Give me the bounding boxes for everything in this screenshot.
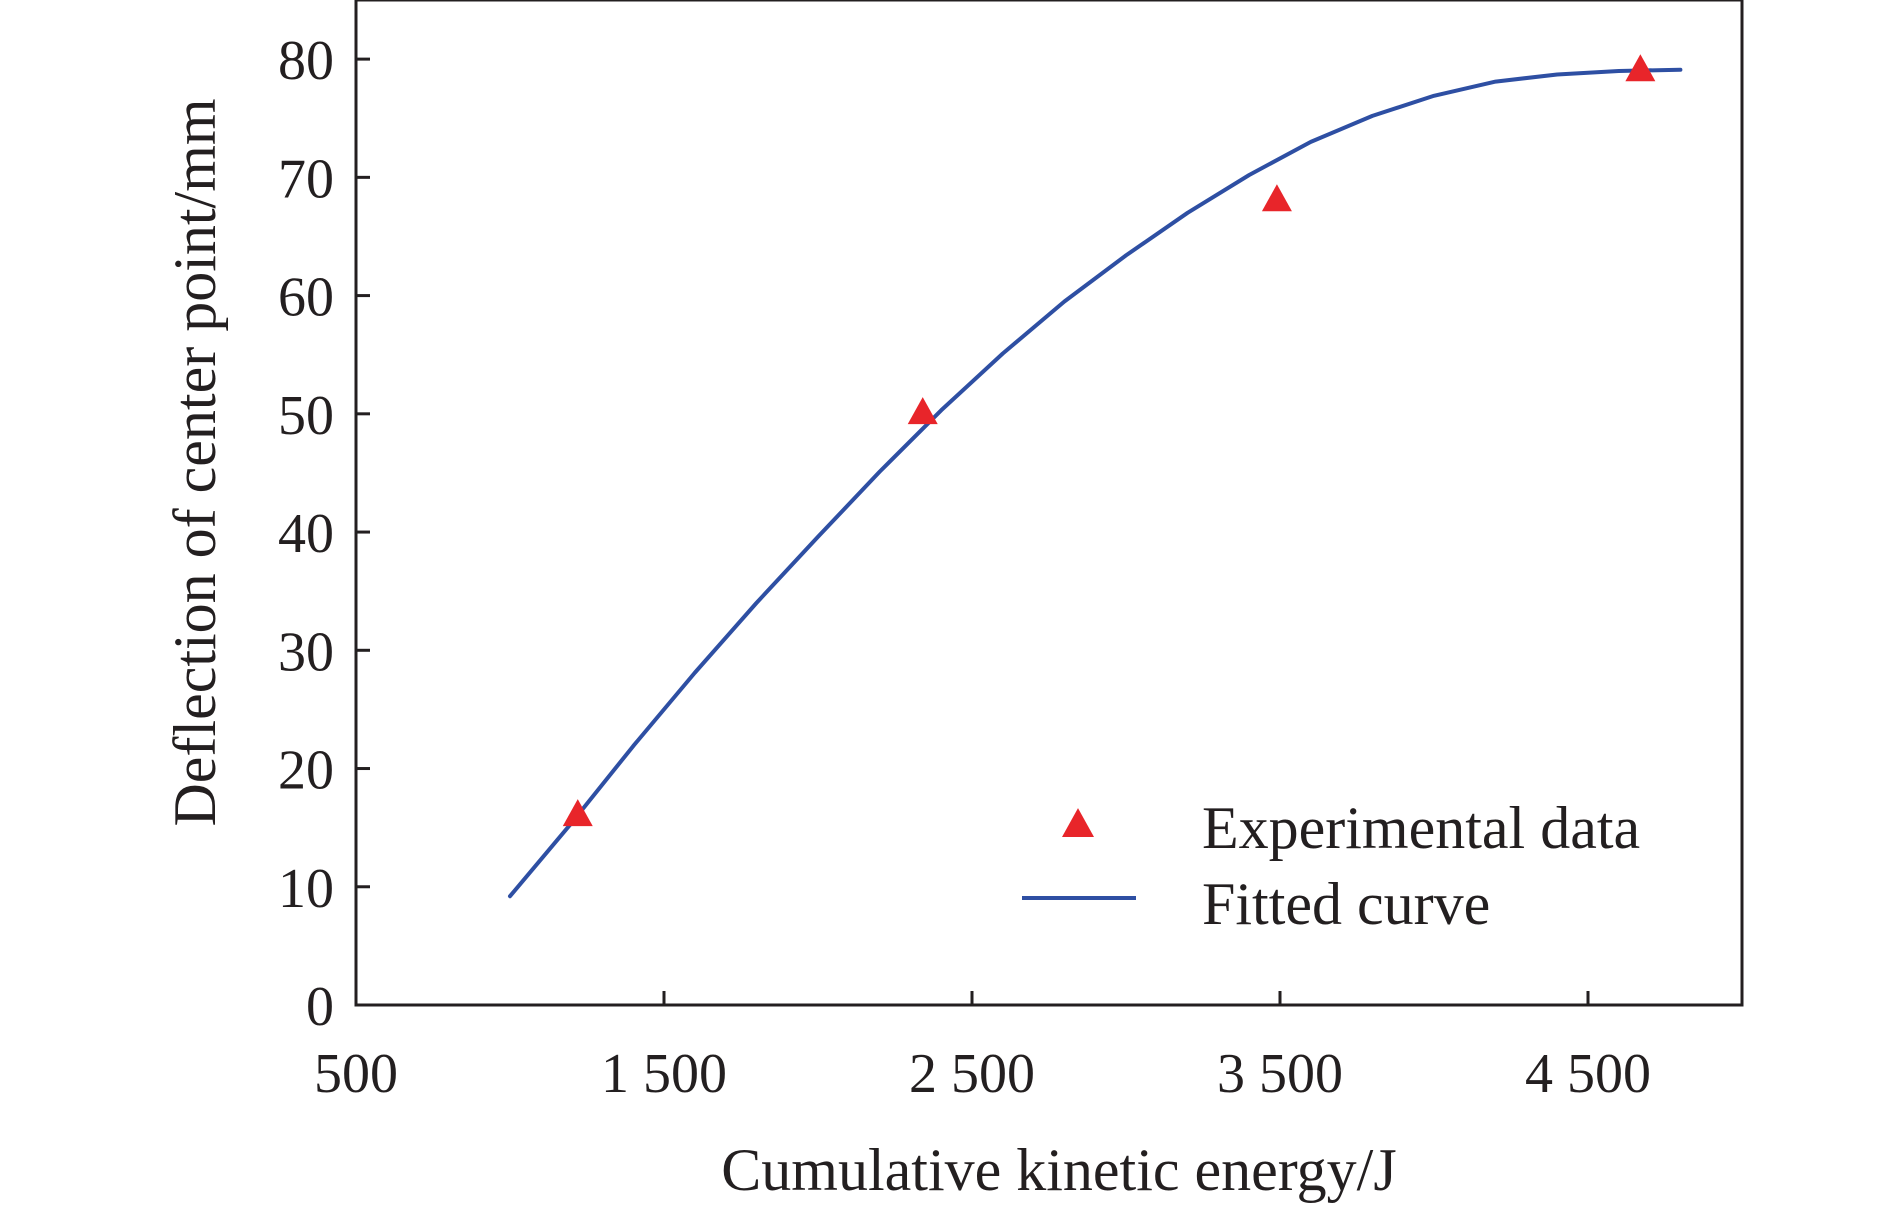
y-tick-label: 70: [278, 148, 334, 210]
x-tick-label: 2 500: [909, 1043, 1035, 1105]
experimental-data-point: [907, 397, 938, 425]
legend-marker-experimental-data: [1062, 808, 1094, 837]
y-tick-label: 50: [278, 385, 334, 447]
x-tick-label: 1 500: [601, 1043, 727, 1105]
x-tick-label: 4 500: [1525, 1043, 1651, 1105]
x-tick-label: 500: [314, 1043, 398, 1105]
y-axis-ticks: 0 10 20 30 40 50 60 70 80: [278, 30, 370, 1038]
y-tick-label: 60: [278, 267, 334, 329]
plot-frame: [354, 0, 1744, 1007]
legend-label: Fitted curve: [1202, 871, 1490, 937]
plot-frame-group: [354, 0, 1744, 1007]
x-axis-title: Cumulative kinetic energy/J: [721, 1137, 1396, 1203]
legend-label: Experimental data: [1202, 795, 1640, 861]
experimental-data-point: [562, 799, 593, 827]
y-tick-label: 20: [278, 740, 334, 802]
y-tick-label: 80: [278, 30, 334, 92]
y-tick-label: 10: [278, 858, 334, 920]
y-tick-label: 0: [306, 976, 334, 1038]
legend: Experimental data Fitted curve: [1022, 795, 1640, 937]
experimental-data-point: [1625, 54, 1656, 82]
x-tick-label: 3 500: [1217, 1043, 1343, 1105]
y-tick-label: 30: [278, 621, 334, 683]
series-group: [508, 54, 1683, 899]
x-axis-ticks: 500 1 500 2 500 3 500 4 500: [314, 991, 1651, 1105]
y-tick-label: 40: [278, 503, 334, 565]
fitted-curve-line: [508, 67, 1683, 899]
y-axis-title: Deflection of center point/mm: [162, 98, 228, 826]
experimental-data-point: [1261, 184, 1292, 212]
